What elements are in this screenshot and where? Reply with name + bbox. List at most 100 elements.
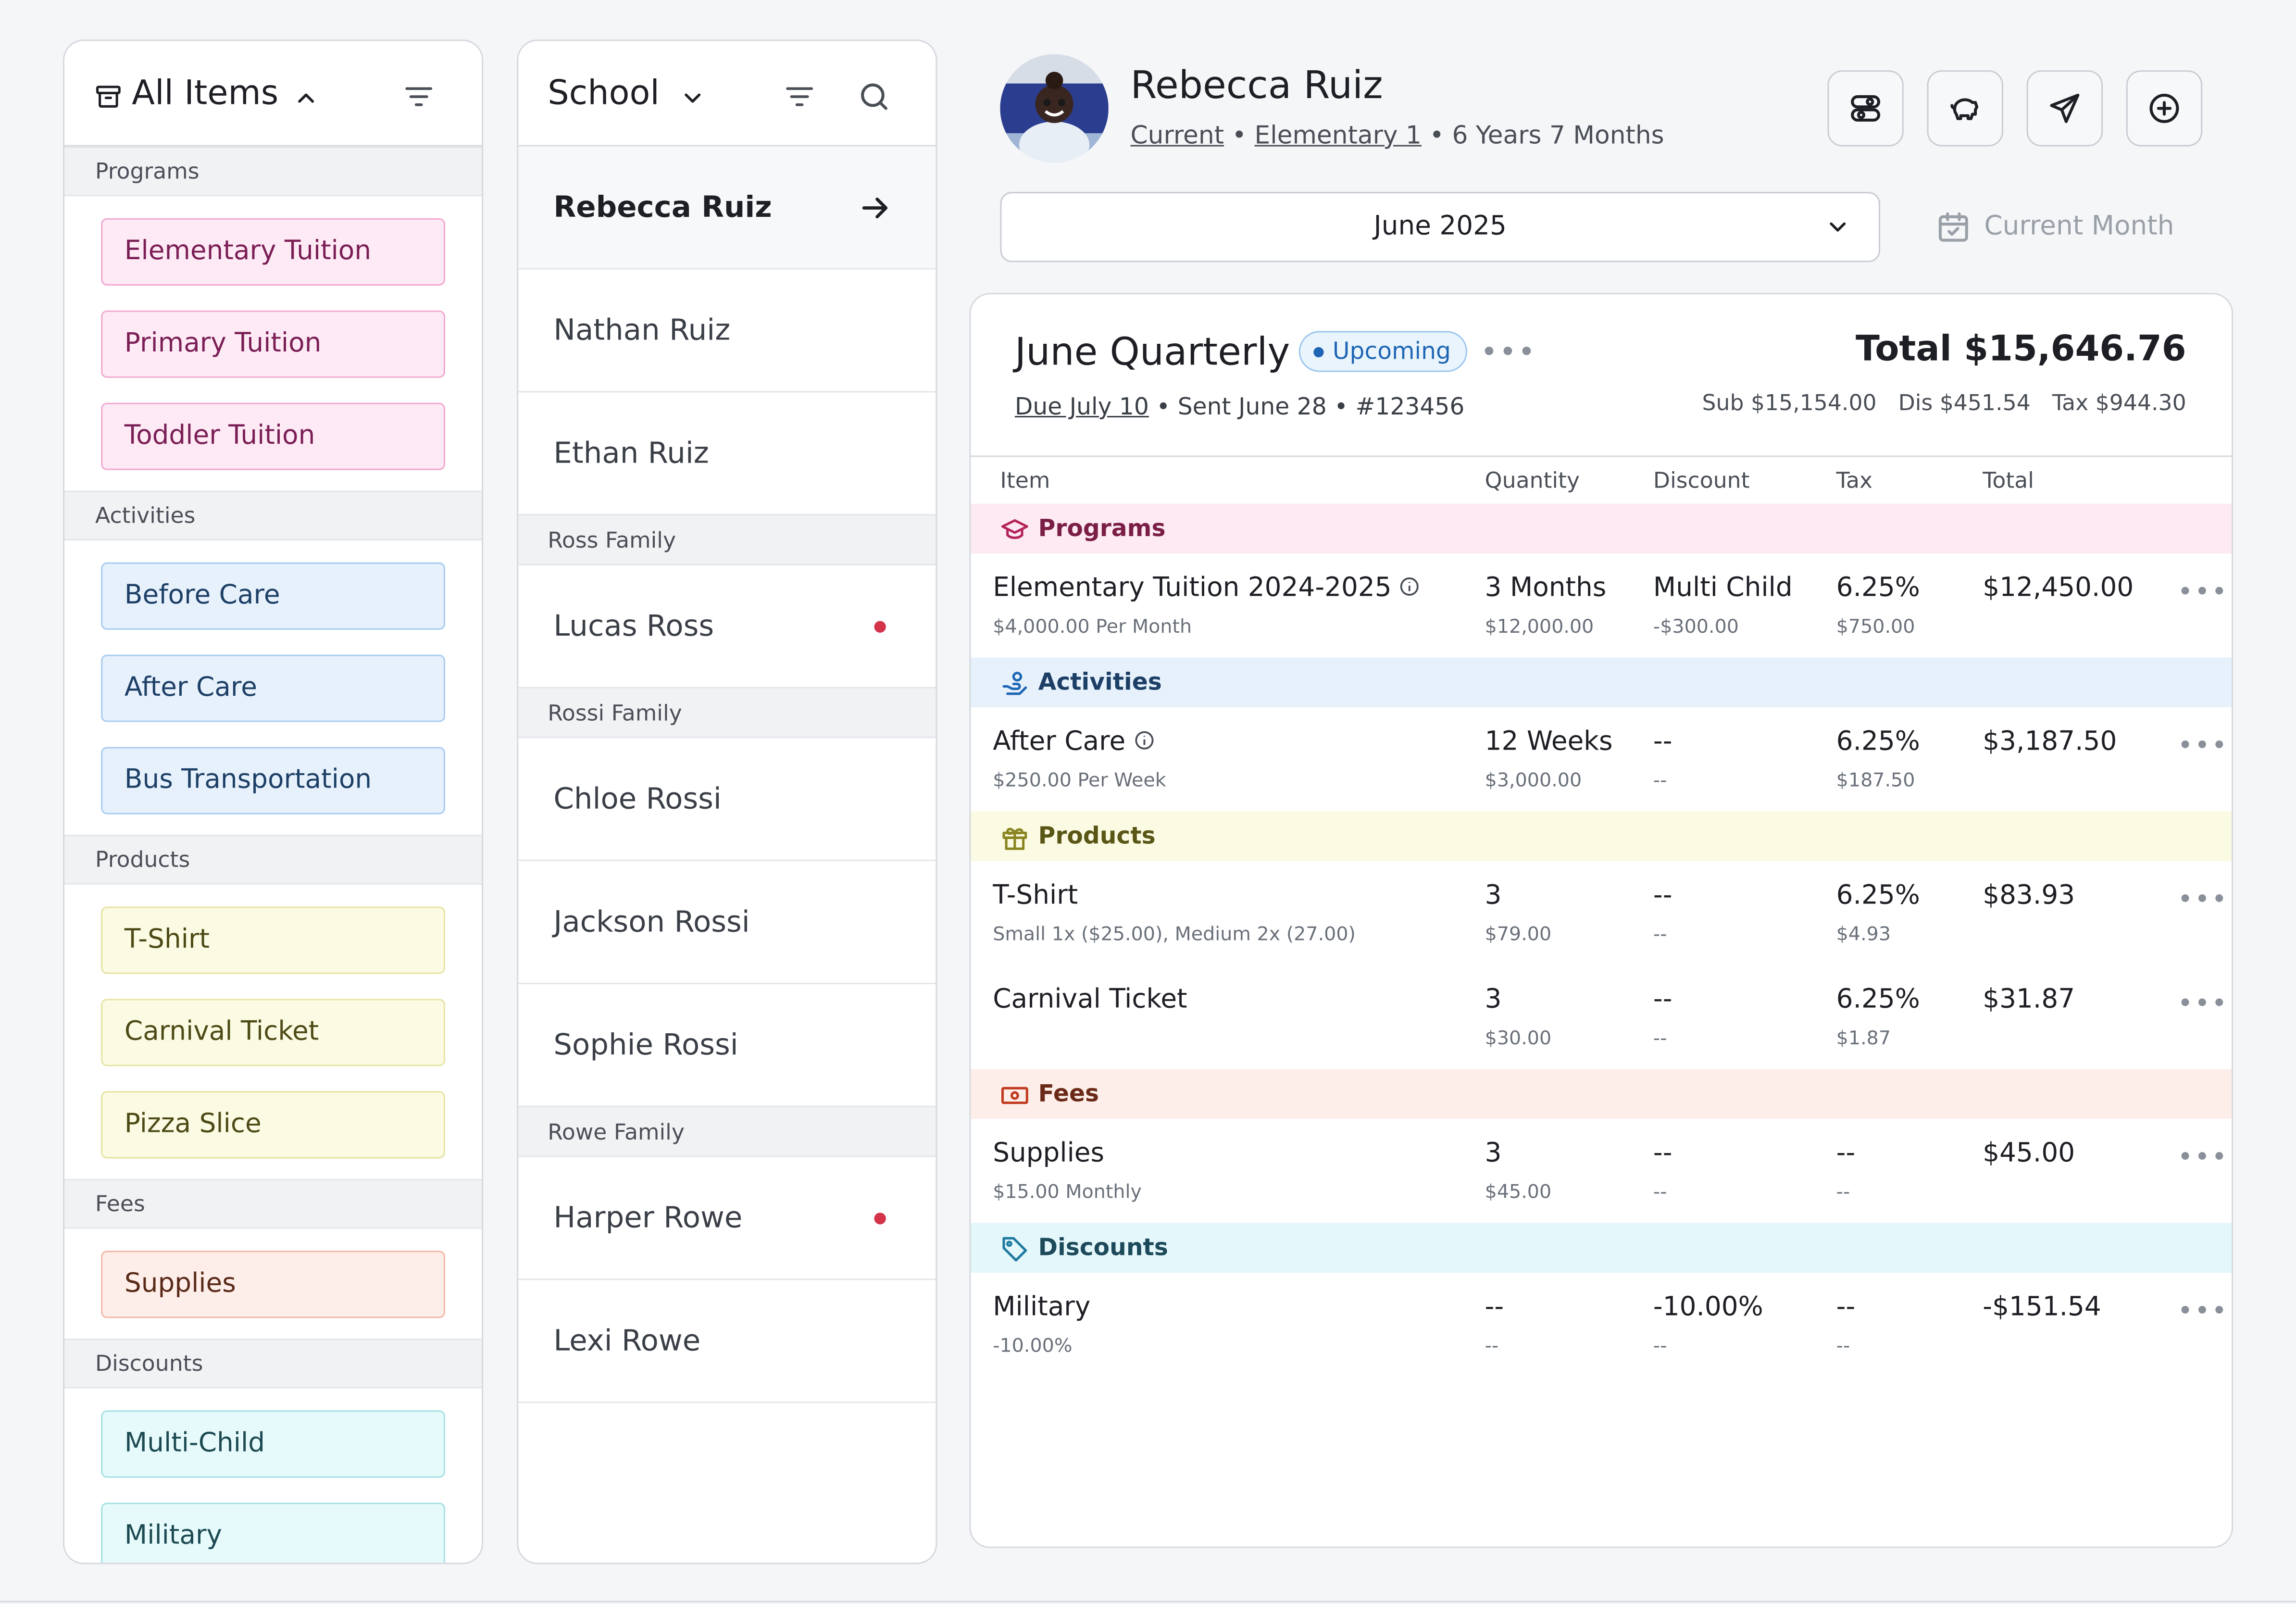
person-row[interactable]: Lexi Rowe — [518, 1280, 936, 1404]
info-icon[interactable] — [1133, 728, 1155, 750]
gift-icon — [1000, 823, 1029, 852]
line-more-icon[interactable]: ••• — [2177, 989, 2229, 1020]
filter-icon[interactable] — [401, 81, 437, 113]
family-header: Rowe Family — [518, 1107, 936, 1157]
chevron-up-icon[interactable] — [293, 85, 319, 112]
info-icon[interactable] — [1399, 574, 1421, 596]
item-chip[interactable]: Primary Tuition — [101, 310, 445, 378]
line-item-discount: -- — [1653, 984, 1672, 1015]
items-section-list: Programs Elementary Tuition Primary Tuitio… — [64, 146, 482, 1563]
items-panel-title[interactable]: All Items — [132, 75, 279, 113]
person-row[interactable]: Ethan Ruiz — [518, 392, 936, 516]
toggles-button[interactable] — [1827, 70, 1904, 147]
line-item-quantity-sub: $3,000.00 — [1485, 770, 1582, 792]
line-item-tax-sub: -- — [1836, 1335, 1850, 1358]
line-more-icon[interactable]: ••• — [2177, 1142, 2229, 1173]
line-item-tax-sub: $4.93 — [1836, 924, 1891, 946]
section-header: Activities — [64, 490, 482, 540]
send-icon — [2047, 91, 2082, 126]
line-item-name[interactable]: After Care — [993, 727, 1155, 757]
discount-total: Dis $451.54 — [1898, 389, 2031, 416]
line-item-discount: -- — [1653, 880, 1672, 911]
item-chip[interactable]: Pizza Slice — [101, 1091, 445, 1159]
line-item-name-text: Elementary Tuition 2024-2025 — [993, 572, 1392, 603]
line-item-total: $12,450.00 — [1983, 572, 2134, 603]
line-item-quantity: -- — [1485, 1291, 1504, 1323]
line-more-icon[interactable]: ••• — [2177, 1296, 2229, 1327]
line-item-quantity: 3 — [1485, 880, 1502, 911]
person-name: Lucas Ross — [553, 608, 714, 643]
school-selector[interactable]: School — [548, 75, 660, 113]
savings-button[interactable] — [1927, 70, 2003, 147]
send-button[interactable] — [2026, 70, 2103, 147]
invoice-meta: Due July 10 • Sent June 28 • #123456 — [1015, 392, 1465, 420]
line-item-name[interactable]: T-Shirt — [993, 880, 1078, 911]
category-fees-label: Fees — [1038, 1079, 1099, 1107]
line-item-discount-sub: -- — [1653, 1182, 1667, 1204]
invoice-number: #123456 — [1355, 392, 1465, 421]
item-chip[interactable]: Supplies — [101, 1251, 445, 1318]
due-date-link[interactable]: Due July 10 — [1014, 392, 1149, 421]
item-chip[interactable]: Elementary Tuition — [101, 218, 445, 286]
line-item-rate: Small 1x ($25.00), Medium 2x (27.00) — [993, 924, 1356, 946]
alert-dot — [874, 621, 886, 633]
line-more-icon[interactable]: ••• — [2177, 730, 2229, 762]
status-link[interactable]: Current — [1130, 121, 1224, 151]
person-name: Harper Rowe — [553, 1199, 743, 1235]
person-row[interactable]: Lucas Ross — [518, 565, 936, 689]
line-item-name[interactable]: Elementary Tuition 2024-2025 — [993, 573, 1421, 603]
line-item-quantity-sub: $45.00 — [1485, 1182, 1552, 1204]
invoice-summary: Sub $15,154.00 Dis $451.54 Tax $944.30 — [1687, 389, 2186, 416]
selected-person[interactable]: Rebecca Ruiz — [518, 146, 936, 270]
line-item-tax: 6.25% — [1836, 880, 1920, 911]
section-header: Fees — [64, 1179, 482, 1229]
category-activities: Activities — [971, 657, 2232, 708]
person-row[interactable]: Sophie Rossi — [518, 984, 936, 1107]
person-row[interactable]: Chloe Rossi — [518, 738, 936, 862]
item-chip[interactable]: Before Care — [101, 562, 445, 630]
line-item-name[interactable]: Supplies — [993, 1138, 1105, 1169]
item-chip[interactable]: Multi-Child — [101, 1410, 445, 1478]
month-dropdown[interactable]: June 2025 — [1000, 192, 1881, 263]
section-items: Before Care After Care Bus Transportation — [64, 540, 482, 835]
person-row[interactable]: Harper Rowe — [518, 1157, 936, 1280]
line-item-name[interactable]: Military — [993, 1291, 1091, 1323]
line-item-name[interactable]: Carnival Ticket — [993, 984, 1187, 1015]
item-chip[interactable]: Military — [101, 1503, 445, 1563]
plus-circle-icon — [2146, 91, 2182, 126]
classroom-link[interactable]: Elementary 1 — [1254, 121, 1422, 151]
invoice-more-icon[interactable]: ••• — [1480, 334, 1537, 369]
line-item-tax: -- — [1836, 1138, 1856, 1169]
item-chip[interactable]: After Care — [101, 654, 445, 722]
section-items: Multi-Child Military — [64, 1389, 482, 1563]
line-more-icon[interactable]: ••• — [2177, 884, 2229, 915]
section-items: T-Shirt Carnival Ticket Pizza Slice — [64, 885, 482, 1179]
category-discounts-label: Discounts — [1038, 1233, 1168, 1261]
line-item-tax: -- — [1836, 1291, 1856, 1323]
line-item-total: $3,187.50 — [1983, 726, 2117, 757]
meta-separator: • — [1429, 121, 1445, 151]
person-name: Jackson Rossi — [553, 903, 750, 939]
item-chip[interactable]: Toddler Tuition — [101, 402, 445, 470]
line-more-icon[interactable]: ••• — [2177, 577, 2229, 608]
person-row[interactable]: Nathan Ruiz — [518, 269, 936, 393]
line-item-quantity: 3 Months — [1485, 572, 1607, 603]
line-item-quantity: 12 Weeks — [1485, 726, 1613, 757]
person-row[interactable]: Jackson Rossi — [518, 861, 936, 984]
chevron-down-icon[interactable] — [679, 85, 706, 112]
archive-icon — [94, 82, 123, 112]
item-chip[interactable]: T-Shirt — [101, 906, 445, 974]
category-products-label: Products — [1038, 821, 1156, 850]
invoice-title: June Quarterly — [1014, 331, 1290, 375]
month-dropdown-value: June 2025 — [1373, 211, 1507, 242]
column-item: Item — [1000, 467, 1050, 494]
arrow-right-icon[interactable] — [858, 190, 893, 226]
people-panel: School Rebecca Ruiz Nathan Ruiz Ethan Rui… — [517, 39, 937, 1565]
add-button[interactable] — [2126, 70, 2203, 147]
item-chip[interactable]: Carnival Ticket — [101, 999, 445, 1066]
item-chip[interactable]: Bus Transportation — [101, 747, 445, 815]
search-icon[interactable] — [857, 79, 892, 114]
line-item-name-text: After Care — [993, 726, 1126, 757]
filter-icon[interactable] — [782, 81, 817, 113]
cash-icon — [1000, 1081, 1029, 1110]
